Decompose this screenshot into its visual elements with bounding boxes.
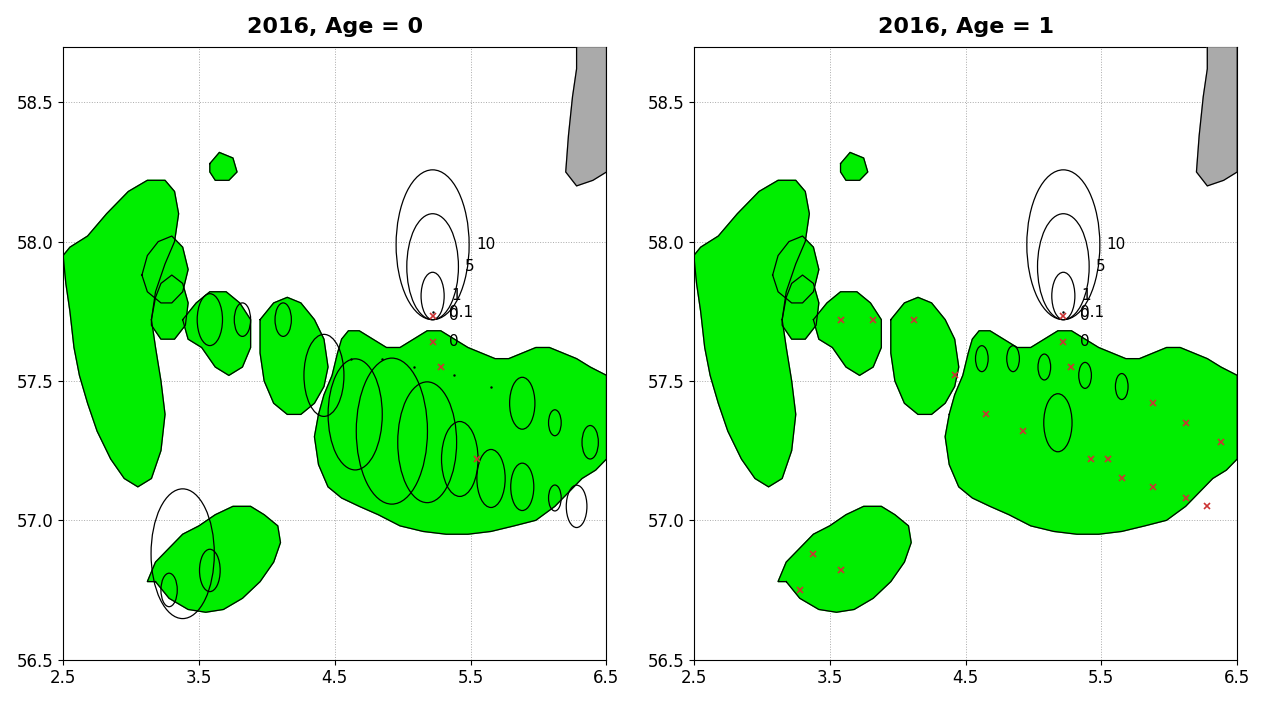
Title: 2016, Age = 1: 2016, Age = 1 (878, 17, 1054, 37)
Polygon shape (314, 331, 607, 534)
Text: 0: 0 (449, 334, 459, 349)
Text: 10: 10 (476, 237, 495, 252)
Polygon shape (945, 331, 1237, 534)
Text: 0: 0 (1079, 308, 1090, 323)
Polygon shape (773, 236, 818, 303)
Polygon shape (210, 153, 237, 180)
Polygon shape (142, 236, 188, 303)
Polygon shape (778, 506, 911, 612)
Text: 0.1: 0.1 (1079, 305, 1104, 320)
Title: 2016, Age = 0: 2016, Age = 0 (247, 17, 423, 37)
Polygon shape (840, 153, 868, 180)
Polygon shape (147, 506, 280, 612)
Polygon shape (182, 291, 251, 375)
Polygon shape (1196, 46, 1237, 186)
Polygon shape (566, 46, 607, 186)
Polygon shape (891, 297, 959, 415)
Polygon shape (813, 291, 882, 375)
Polygon shape (694, 180, 810, 487)
Text: 5: 5 (1096, 259, 1106, 274)
Text: 10: 10 (1106, 237, 1126, 252)
Polygon shape (260, 297, 328, 415)
Polygon shape (152, 275, 188, 339)
Polygon shape (782, 275, 818, 339)
Text: 0.1: 0.1 (449, 305, 473, 320)
Text: 1: 1 (1082, 289, 1091, 303)
Text: 0: 0 (449, 308, 459, 323)
Polygon shape (63, 180, 179, 487)
Text: 1: 1 (451, 289, 461, 303)
Text: 0: 0 (1079, 334, 1090, 349)
Text: 5: 5 (465, 259, 475, 274)
